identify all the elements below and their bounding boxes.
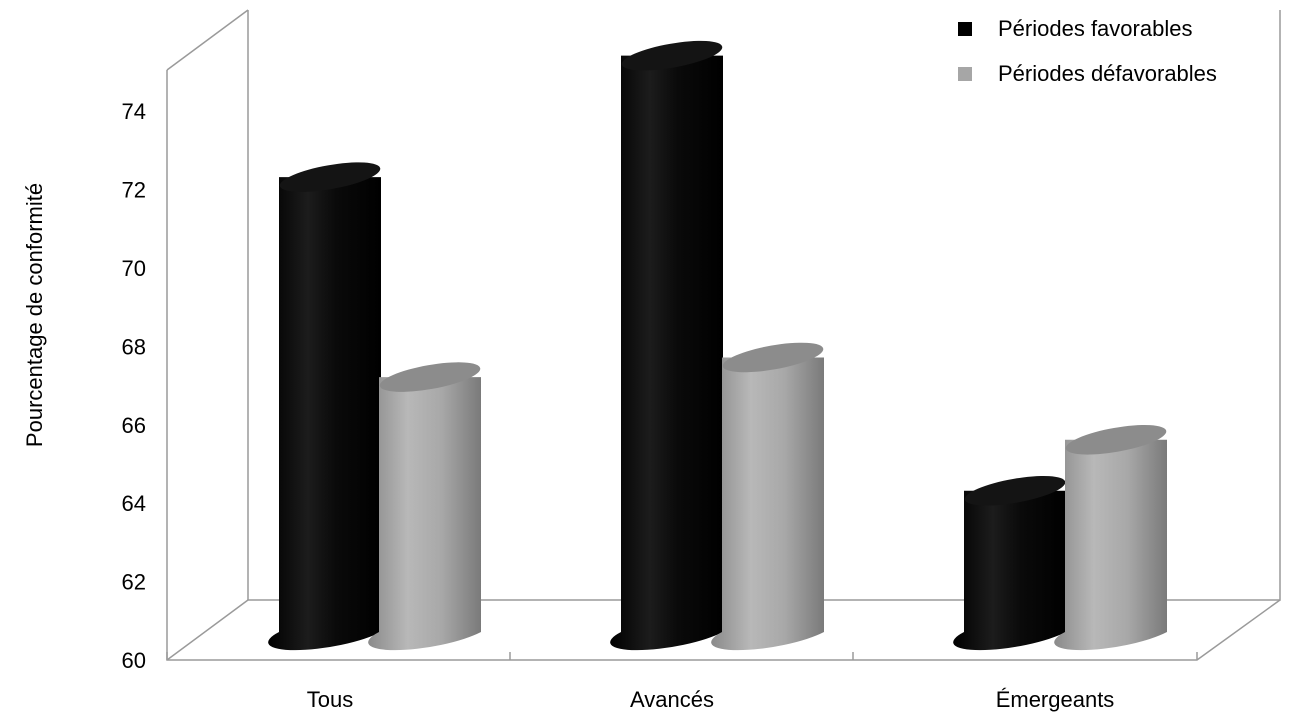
bar-body	[953, 490, 1066, 651]
legend-swatch-favorables	[958, 22, 972, 36]
bar-top	[1065, 425, 1167, 455]
bar-top	[379, 362, 481, 392]
bar-defavorables	[368, 362, 481, 651]
legend-label-defavorables: Périodes défavorables	[998, 61, 1217, 86]
y-tick-label: 66	[122, 413, 146, 438]
y-axis-ticks: 60 62 64 66 68 70 72 74	[122, 99, 146, 673]
bar-top	[621, 40, 723, 71]
legend: Périodes favorables Périodes défavorable…	[958, 16, 1217, 86]
bar-body	[368, 377, 481, 651]
bars	[268, 40, 1167, 651]
bar-body	[268, 177, 381, 651]
x-category-label: Émergeants	[996, 687, 1115, 712]
bar-defavorables	[1054, 425, 1167, 651]
y-tick-label: 62	[122, 570, 146, 595]
y-tick-label: 70	[122, 256, 146, 281]
bar-top	[279, 162, 381, 192]
bar-favorables	[953, 475, 1066, 651]
bar-body	[1054, 439, 1167, 651]
y-tick-label: 74	[122, 99, 146, 124]
bar-top	[722, 342, 824, 373]
x-axis-categories: Tous Avancés Émergeants	[307, 687, 1115, 712]
bar-favorables	[610, 40, 723, 651]
bar-favorables	[268, 162, 381, 651]
bar-body	[610, 55, 723, 651]
y-tick-label: 68	[122, 334, 146, 359]
legend-swatch-defavorables	[958, 67, 972, 81]
y-tick-label: 64	[122, 491, 146, 516]
bar-top	[964, 475, 1066, 506]
y-axis-label: Pourcentage de conformité	[22, 183, 47, 447]
bar-defavorables	[711, 342, 824, 651]
y-tick-label: 60	[122, 648, 146, 673]
y-tick-label: 72	[122, 178, 146, 203]
x-category-label: Tous	[307, 687, 353, 712]
legend-label-favorables: Périodes favorables	[998, 16, 1192, 41]
x-category-label: Avancés	[630, 687, 714, 712]
bar-body	[711, 357, 824, 651]
